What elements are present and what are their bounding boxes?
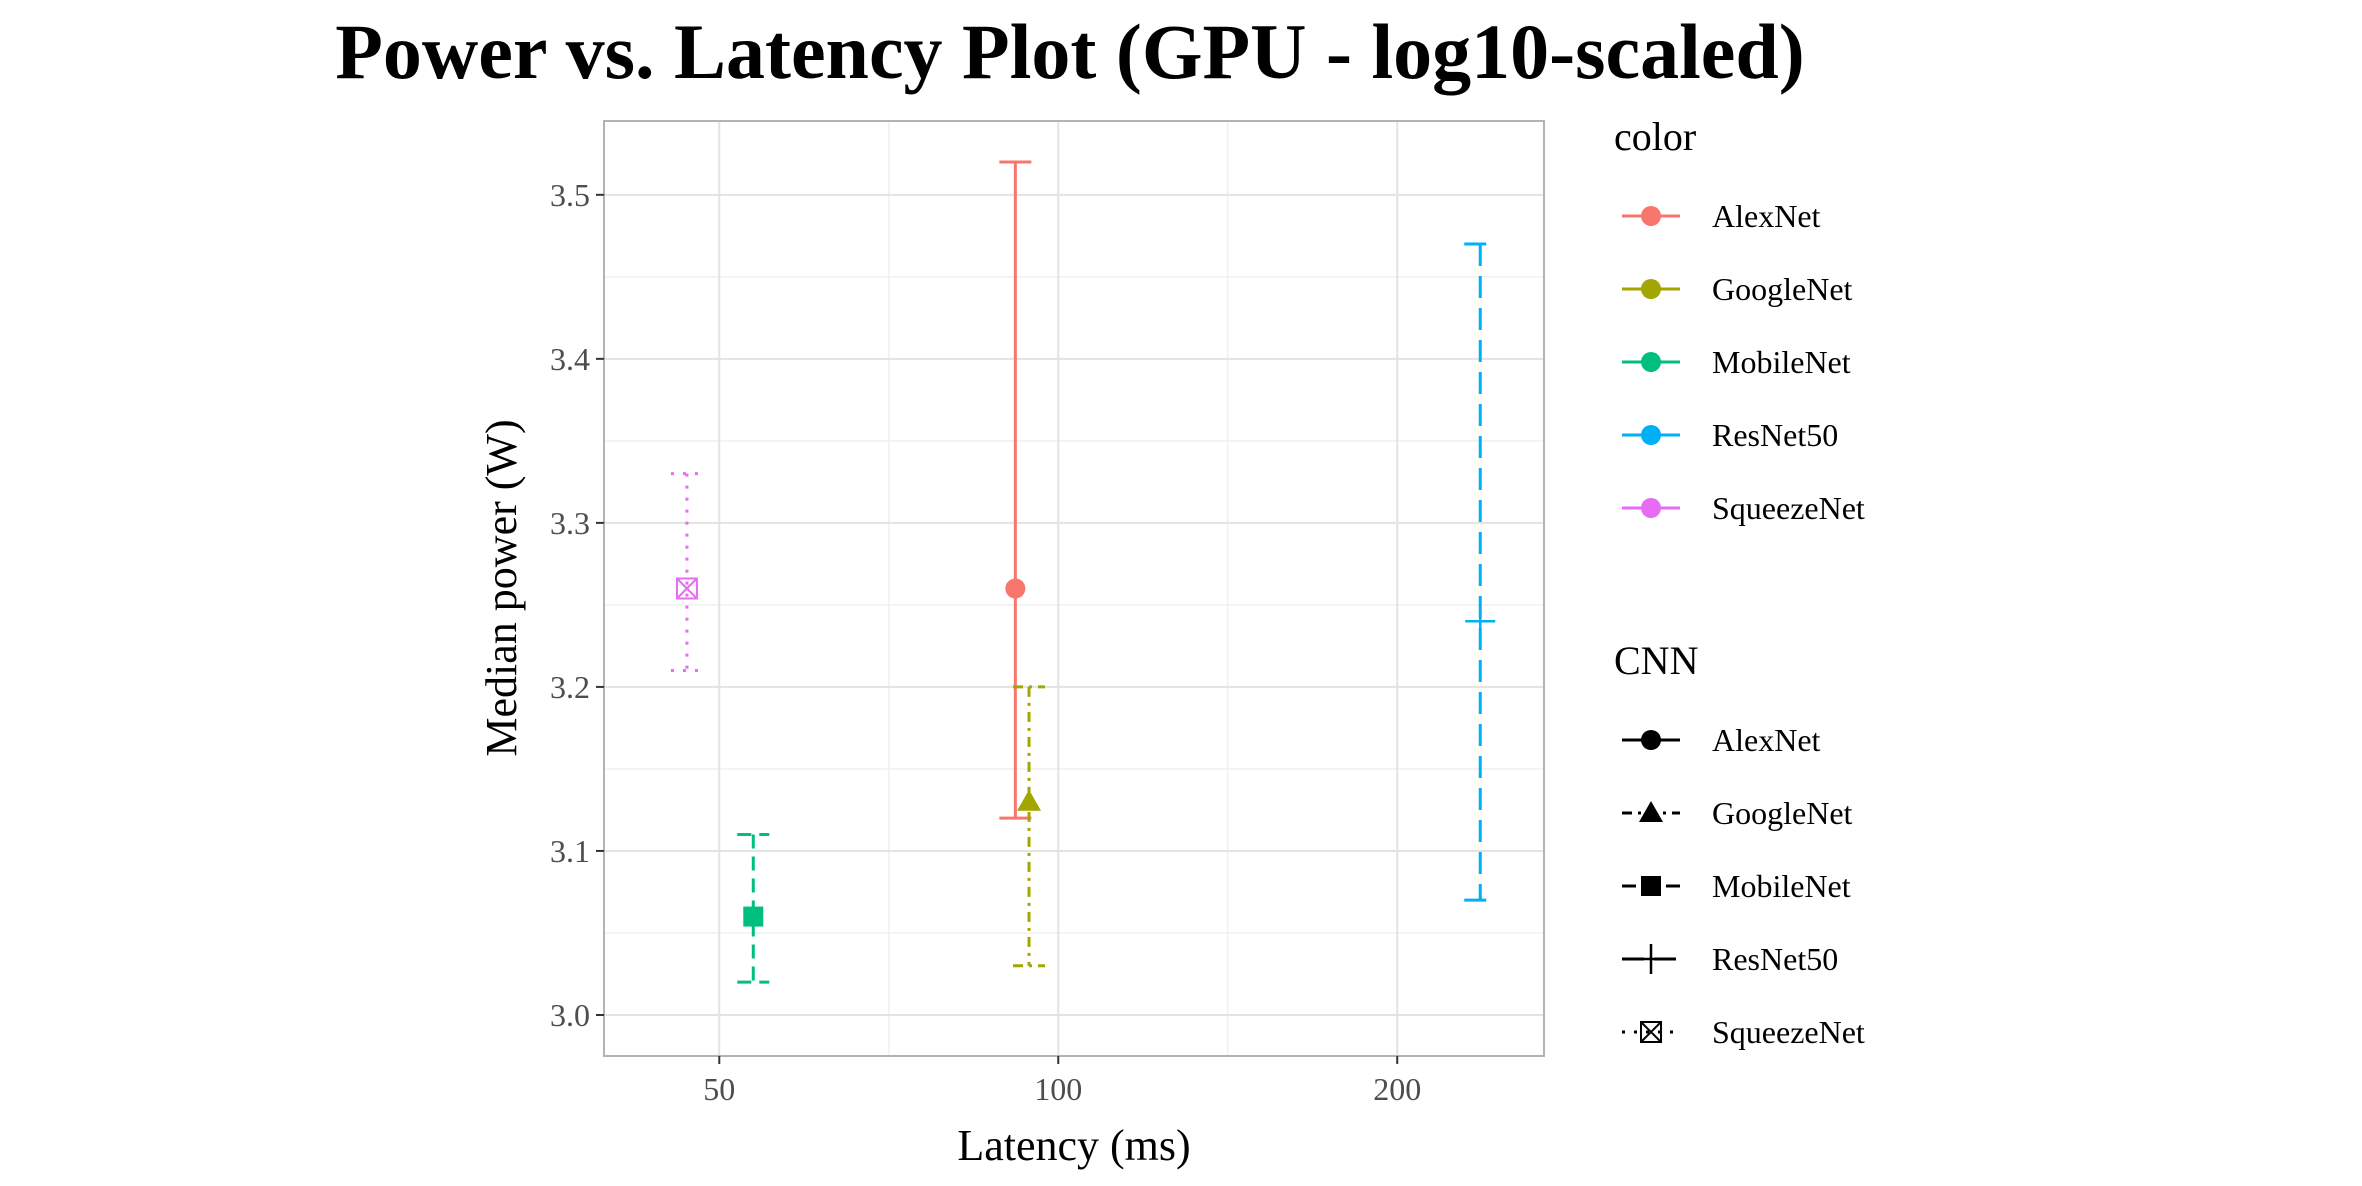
legend-cnn-label-squeezenet: SqueezeNet xyxy=(1712,1014,1865,1050)
point-googlenet xyxy=(1017,789,1042,811)
x-axis-title: Latency (ms) xyxy=(957,1121,1190,1170)
y-tick-label: 3.2 xyxy=(550,669,590,705)
point-alexnet xyxy=(1005,578,1026,599)
grid-major xyxy=(604,121,1544,1056)
legend-color-key-resnet50 xyxy=(1641,425,1661,445)
legend-cnn-label-googlenet: GoogleNet xyxy=(1712,795,1853,831)
series-mobilenet xyxy=(737,833,770,984)
legend-cnn-key-squeezenet xyxy=(1640,1021,1662,1043)
legend-color: color AlexNet GoogleNet MobileNet ResNet50 S… xyxy=(1614,114,1865,526)
point-mobilenet xyxy=(743,906,764,927)
legend-color-title: color xyxy=(1614,114,1696,159)
errorbar-alexnet xyxy=(999,160,1032,820)
legend-color-key-squeezenet xyxy=(1641,498,1661,518)
plot-border xyxy=(603,120,1545,1057)
errorbar-squeezenet xyxy=(670,472,703,673)
y-tick-label: 3.5 xyxy=(550,177,590,213)
legend-cnn-key-mobilenet xyxy=(1641,876,1661,896)
legend-cnn-label-resnet50: ResNet50 xyxy=(1712,941,1838,977)
x-tick-label: 200 xyxy=(1373,1071,1421,1107)
legend-cnn-key-alexnet xyxy=(1641,730,1661,750)
legend-color-key-googlenet xyxy=(1641,279,1661,299)
legend-color-label-googlenet: GoogleNet xyxy=(1712,271,1853,307)
legend-color-key-mobilenet xyxy=(1641,352,1661,372)
y-tick-label: 3.1 xyxy=(550,833,590,869)
errorbar-resnet50 xyxy=(1464,242,1497,902)
legend-color-key-alexnet xyxy=(1641,206,1661,226)
series-squeezenet xyxy=(670,472,703,673)
y-tick-label: 3.3 xyxy=(550,505,590,541)
series-resnet50 xyxy=(1464,242,1497,902)
legend-color-label-alexnet: AlexNet xyxy=(1712,198,1821,234)
y-tick-label: 3.4 xyxy=(550,341,590,377)
legend-color-label-squeezenet: SqueezeNet xyxy=(1712,490,1865,526)
x-tick-label: 50 xyxy=(703,1071,735,1107)
y-axis-title: Median power (W) xyxy=(477,419,526,756)
errorbar-googlenet xyxy=(1013,685,1046,968)
x-tick-label: 100 xyxy=(1034,1071,1082,1107)
legend-cnn: CNN AlexNet GoogleNet MobileNet ResNet50 Squ… xyxy=(1614,638,1865,1050)
point-resnet50 xyxy=(1465,606,1496,637)
legend-color-label-resnet50: ResNet50 xyxy=(1712,417,1838,453)
chart-title: Power vs. Latency Plot (GPU - log10-scal… xyxy=(335,8,1804,95)
legend-cnn-key-googlenet xyxy=(1639,801,1663,822)
legend-cnn-label-mobilenet: MobileNet xyxy=(1712,868,1851,904)
legend-color-label-mobilenet: MobileNet xyxy=(1712,344,1851,380)
point-squeezenet xyxy=(675,577,698,600)
grid-minor xyxy=(604,121,1544,1056)
legend-cnn-title: CNN xyxy=(1614,638,1698,683)
series-alexnet xyxy=(999,160,1032,820)
y-axis: 3.0 3.1 3.2 3.3 3.4 3.5 xyxy=(550,177,604,1033)
series-layer xyxy=(670,160,1497,984)
legend-cnn-label-alexnet: AlexNet xyxy=(1712,722,1821,758)
x-axis: 50 100 200 xyxy=(703,1056,1421,1107)
legend-cnn-key-resnet50 xyxy=(1636,944,1666,974)
y-tick-label: 3.0 xyxy=(550,997,590,1033)
series-googlenet xyxy=(1013,685,1046,968)
